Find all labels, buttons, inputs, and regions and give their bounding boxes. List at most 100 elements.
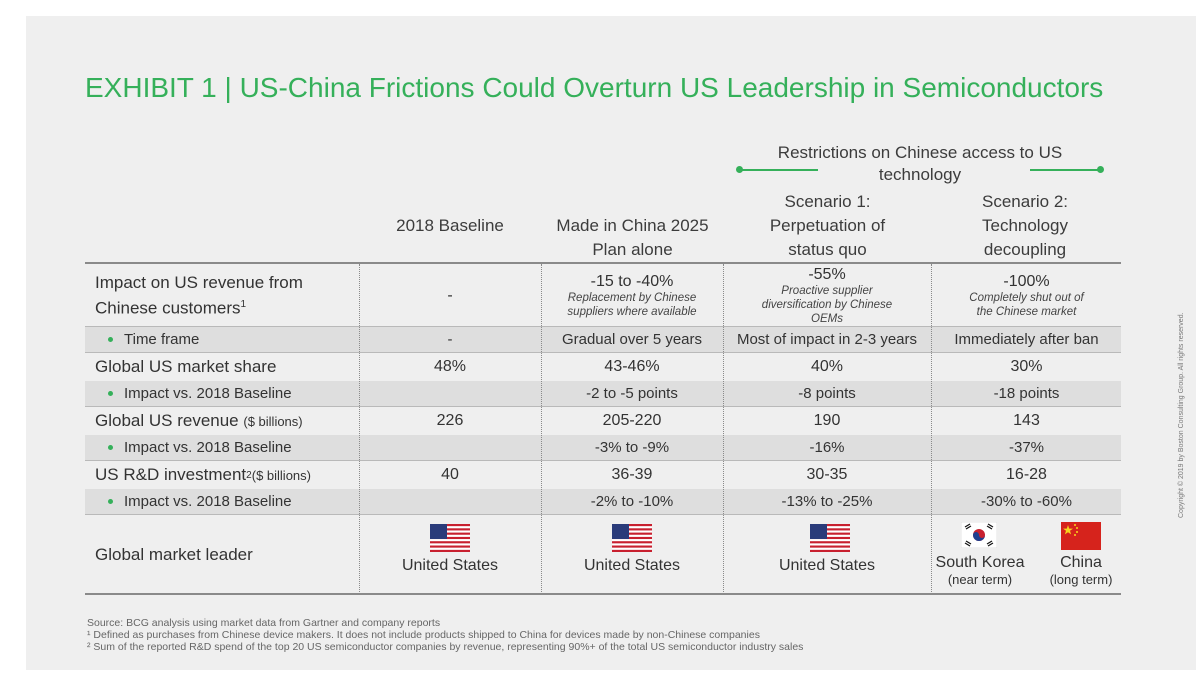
rd-impact-s1: -13% to -25% [781, 493, 873, 510]
col-header-scenario2: Scenario 2: Technology decoupling [981, 192, 1068, 259]
time-frame-s2: Immediately after ban [954, 331, 1099, 348]
us-flag-icon [810, 524, 850, 552]
leader-s1: United States [778, 557, 876, 574]
footer-rule [85, 593, 1121, 595]
market-share-baseline: 48% [433, 358, 467, 375]
row-label-rd: US R&D investment 2 ($ billions) [95, 461, 311, 489]
bracket-line-right [1030, 169, 1100, 171]
leader-mic: United States [583, 557, 681, 574]
impact-revenue-label-text: Impact on US revenue from Chinese custom… [95, 273, 303, 318]
leader-s2-korea: South Korea (near term) [932, 550, 1028, 590]
exhibit-title: EXHIBIT 1 | US-China Frictions Could Ove… [85, 72, 1104, 103]
column-divider [723, 264, 724, 594]
row-divider [85, 326, 1121, 327]
impact-revenue-s1-note: Proactive supplier diversification by Ch… [761, 285, 893, 325]
time-frame-label-text: Time frame [124, 331, 200, 348]
source-notes: Source: BCG analysis using market data f… [87, 617, 803, 653]
us-flag-icon [612, 524, 652, 552]
impact-revenue-baseline: - [447, 287, 453, 304]
market-share-impact-s1: -8 points [798, 385, 856, 402]
bullet-dot-icon [108, 337, 113, 342]
row-divider [85, 460, 1121, 461]
leader-s2-korea-note: (near term) [947, 571, 1013, 587]
revenue-impact-s1: -16% [809, 439, 845, 456]
rd-baseline: 40 [441, 466, 459, 483]
bracket-dot-right-icon [1097, 166, 1104, 173]
market-share-s2: 30% [1010, 358, 1043, 375]
leader-s2-china: China (long term) [1036, 550, 1126, 590]
restrictions-header: Restrictions on Chinese access to US tec… [777, 143, 1063, 184]
column-divider [541, 264, 542, 594]
col-header-scenario1: Scenario 1: Perpetuation of status quo [769, 192, 886, 259]
row-divider [85, 514, 1121, 515]
footnote-mark-1: 1 [240, 299, 247, 311]
leader-s2-korea-name: South Korea [935, 553, 1025, 571]
time-frame-mic: Gradual over 5 years [561, 331, 703, 348]
revenue-impact-label-text: Impact vs. 2018 Baseline [124, 439, 292, 456]
market-share-impact-label-text: Impact vs. 2018 Baseline [124, 385, 292, 402]
footnote-1: ¹ Defined as purchases from Chinese devi… [87, 629, 760, 641]
market-share-impact-s2: -18 points [993, 385, 1060, 402]
column-divider [359, 264, 360, 594]
row-label-rd-impact: Impact vs. 2018 Baseline [108, 489, 292, 514]
column-divider [931, 264, 932, 594]
market-share-s1: 40% [810, 358, 844, 375]
korea-flag-icon [961, 522, 997, 548]
impact-revenue-s1: -55% Proactive supplier diversification … [724, 266, 930, 326]
row-label-leader: Global market leader [95, 545, 253, 564]
revenue-baseline: 226 [436, 412, 464, 429]
row-label-market-share-impact: Impact vs. 2018 Baseline [108, 381, 292, 406]
market-share-mic: 43-46% [604, 358, 660, 375]
footnote-mark-2: 2 [246, 469, 252, 481]
rd-impact-label-text: Impact vs. 2018 Baseline [124, 493, 292, 510]
revenue-impact-mic: -3% to -9% [594, 439, 670, 456]
row-shade [85, 327, 1121, 352]
rd-units: ($ billions) [251, 467, 311, 483]
us-flag-icon [430, 524, 470, 552]
china-flag-icon [1061, 522, 1101, 550]
impact-revenue-s2-note: Completely shut out of the Chinese marke… [969, 292, 1084, 318]
source-line: Source: BCG analysis using market data f… [87, 617, 441, 629]
rd-impact-s2: -30% to -60% [981, 493, 1072, 510]
bullet-dot-icon [108, 499, 113, 504]
row-label-market-share: Global US market share [95, 357, 277, 376]
impact-revenue-s2: -100% Completely shut out of the Chinese… [932, 266, 1121, 326]
impact-revenue-s2-value: -100% [1003, 273, 1050, 290]
footnote-2: ² Sum of the reported R&D spend of the t… [87, 641, 804, 653]
revenue-impact-s2: -37% [1008, 439, 1045, 456]
revenue-mic: 205-220 [602, 412, 662, 429]
rd-label-text: US R&D investment [95, 465, 247, 484]
leader-baseline: United States [401, 557, 499, 574]
copyright-notice: Copyright © 2019 by Boston Consulting Gr… [1178, 312, 1185, 518]
row-label-time-frame: Time frame [108, 327, 199, 352]
impact-revenue-mic: -15 to -40% Replacement by Chinese suppl… [542, 266, 722, 326]
row-shade [85, 435, 1121, 460]
col-header-mic2025: Made in China 2025 Plan alone [556, 216, 709, 259]
impact-revenue-mic-value: -15 to -40% [590, 273, 674, 290]
rd-s1: 30-35 [806, 466, 848, 483]
row-shade [85, 381, 1121, 406]
row-divider [85, 352, 1121, 353]
bracket-line-left [740, 169, 818, 171]
impact-revenue-mic-note: Replacement by Chinese suppliers where a… [567, 292, 697, 318]
rd-impact-mic: -2% to -10% [590, 493, 674, 510]
bullet-dot-icon [108, 391, 113, 396]
revenue-s1: 190 [813, 412, 841, 429]
row-divider [85, 406, 1121, 407]
row-label-revenue-impact: Impact vs. 2018 Baseline [108, 435, 292, 460]
revenue-units: ($ billions) [243, 413, 303, 429]
row-label-impact-revenue: Impact on US revenue from Chinese custom… [95, 268, 355, 324]
leader-s2-china-name: China [1060, 553, 1102, 571]
time-frame-baseline: - [447, 331, 453, 348]
rd-s2: 16-28 [1006, 466, 1047, 483]
row-label-revenue: Global US revenue ($ billions) [95, 407, 303, 435]
bracket-dot-left-icon [736, 166, 743, 173]
revenue-s2: 143 [1013, 412, 1040, 429]
leader-s2-china-note: (long term) [1049, 571, 1113, 587]
bullet-dot-icon [108, 445, 113, 450]
revenue-label-text: Global US revenue [95, 411, 239, 430]
row-shade [85, 489, 1121, 514]
market-share-impact-mic: -2 to -5 points [586, 385, 678, 402]
rd-mic: 36-39 [611, 466, 653, 483]
time-frame-s1: Most of impact in 2-3 years [736, 331, 918, 348]
